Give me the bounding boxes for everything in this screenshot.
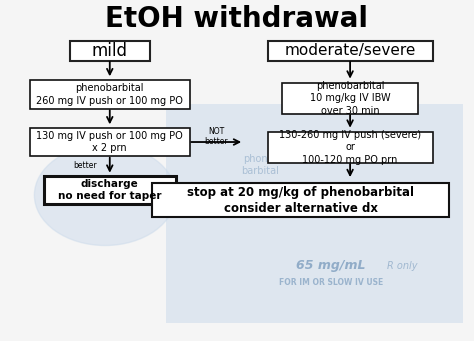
Text: stop at 20 mg/kg of phenobarbital
consider alternative dx: stop at 20 mg/kg of phenobarbital consid… — [187, 186, 414, 214]
Text: mild: mild — [92, 42, 128, 60]
FancyBboxPatch shape — [166, 104, 463, 323]
FancyBboxPatch shape — [152, 183, 449, 217]
Text: moderate/severe: moderate/severe — [284, 43, 416, 58]
Text: phenobarbital
10 mg/kg IV IBW
over 30 min: phenobarbital 10 mg/kg IV IBW over 30 mi… — [310, 81, 391, 116]
FancyBboxPatch shape — [30, 79, 190, 109]
Text: R only: R only — [387, 261, 417, 271]
Text: NOT
better: NOT better — [204, 127, 228, 146]
FancyBboxPatch shape — [44, 176, 176, 204]
Text: discharge
no need for taper: discharge no need for taper — [58, 179, 162, 201]
Text: 65 mg/mL: 65 mg/mL — [297, 259, 366, 272]
FancyBboxPatch shape — [70, 41, 150, 61]
FancyBboxPatch shape — [268, 41, 433, 61]
FancyBboxPatch shape — [30, 128, 190, 157]
Text: Sodium: Sodium — [212, 184, 243, 193]
Text: phenobarbital
260 mg IV push or 100 mg PO: phenobarbital 260 mg IV push or 100 mg P… — [36, 83, 183, 105]
Text: FOR IM OR SLOW IV USE: FOR IM OR SLOW IV USE — [279, 278, 383, 287]
Text: phono-
barbital: phono- barbital — [242, 154, 280, 176]
Circle shape — [35, 145, 176, 246]
Text: 130-260 mg IV push (severe)
or
100-120 mg PO prn: 130-260 mg IV push (severe) or 100-120 m… — [279, 130, 421, 165]
Text: 130 mg IV push or 100 mg PO
x 2 prn: 130 mg IV push or 100 mg PO x 2 prn — [36, 131, 183, 153]
FancyBboxPatch shape — [268, 132, 433, 163]
Text: better: better — [73, 161, 97, 170]
FancyBboxPatch shape — [282, 83, 419, 114]
Text: EtOH withdrawal: EtOH withdrawal — [106, 5, 368, 33]
